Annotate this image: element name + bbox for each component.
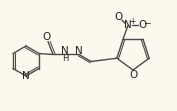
Text: N: N	[124, 20, 132, 30]
Text: O: O	[129, 70, 137, 80]
Text: −: −	[143, 18, 151, 27]
Text: H: H	[62, 54, 68, 63]
Text: N: N	[22, 71, 30, 81]
Text: O: O	[43, 32, 51, 42]
Text: O: O	[114, 12, 122, 22]
Text: N: N	[61, 46, 69, 56]
Text: N: N	[75, 46, 83, 56]
Text: +: +	[129, 17, 135, 26]
Text: O: O	[138, 20, 146, 30]
